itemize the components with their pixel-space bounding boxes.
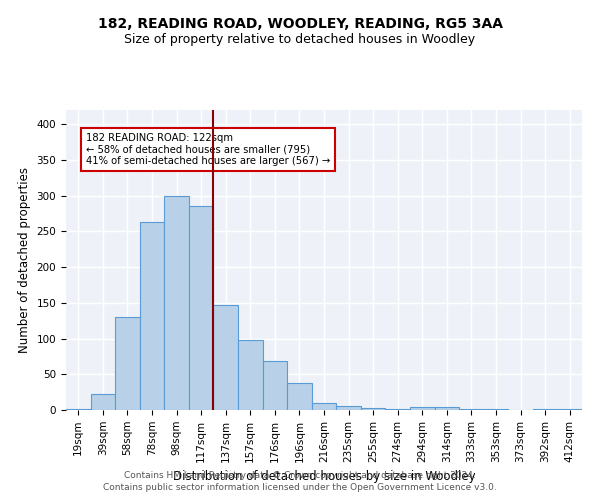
Text: Size of property relative to detached houses in Woodley: Size of property relative to detached ho… bbox=[124, 32, 476, 46]
Bar bbox=[66, 408, 91, 410]
Bar bbox=[361, 408, 385, 410]
Bar bbox=[214, 305, 238, 410]
Bar bbox=[263, 362, 287, 410]
Bar bbox=[189, 206, 214, 410]
Bar bbox=[410, 407, 434, 410]
Bar bbox=[312, 403, 336, 410]
Text: 182, READING ROAD, WOODLEY, READING, RG5 3AA: 182, READING ROAD, WOODLEY, READING, RG5… bbox=[97, 18, 503, 32]
Text: 182 READING ROAD: 122sqm
← 58% of detached houses are smaller (795)
41% of semi-: 182 READING ROAD: 122sqm ← 58% of detach… bbox=[86, 133, 330, 166]
Bar bbox=[238, 340, 263, 410]
Bar bbox=[287, 383, 312, 410]
Bar bbox=[459, 408, 484, 410]
Bar bbox=[91, 394, 115, 410]
Bar bbox=[164, 196, 189, 410]
Bar bbox=[336, 406, 361, 410]
Bar bbox=[434, 407, 459, 410]
Bar bbox=[557, 408, 582, 410]
Y-axis label: Number of detached properties: Number of detached properties bbox=[18, 167, 31, 353]
Bar bbox=[115, 317, 140, 410]
X-axis label: Distribution of detached houses by size in Woodley: Distribution of detached houses by size … bbox=[173, 470, 475, 483]
Bar bbox=[533, 408, 557, 410]
Text: Contains HM Land Registry data © Crown copyright and database right 2024.: Contains HM Land Registry data © Crown c… bbox=[124, 471, 476, 480]
Text: Contains public sector information licensed under the Open Government Licence v3: Contains public sector information licen… bbox=[103, 484, 497, 492]
Bar bbox=[140, 222, 164, 410]
